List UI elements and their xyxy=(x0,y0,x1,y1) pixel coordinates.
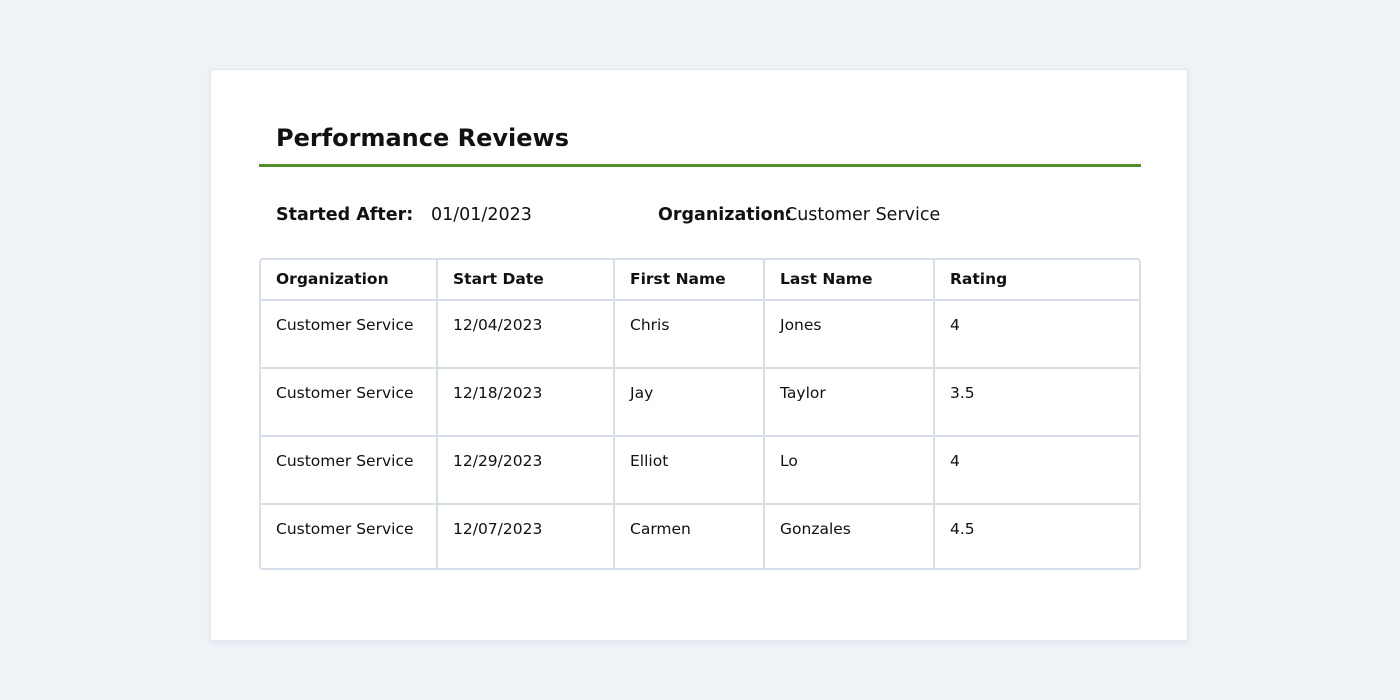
cell-start-date: 12/07/2023 xyxy=(437,504,615,568)
cell-organization: Customer Service xyxy=(261,436,438,505)
table-row: Customer Service 12/29/2023 Elliot Lo 4 xyxy=(261,436,1139,505)
cell-last-name: Jones xyxy=(764,300,935,369)
started-after-label: Started After: xyxy=(276,205,414,225)
table-row: Customer Service 12/18/2023 Jay Taylor 3… xyxy=(261,368,1139,437)
cell-first-name: Chris xyxy=(614,300,765,369)
organization-filter-value: Customer Service xyxy=(785,205,941,225)
organization-filter-label: Organization: xyxy=(658,205,793,225)
column-header-rating: Rating xyxy=(934,260,1139,301)
cell-start-date: 12/29/2023 xyxy=(437,436,615,505)
cell-first-name: Jay xyxy=(614,368,765,437)
table-header-row: Organization Start Date First Name Last … xyxy=(261,260,1139,301)
page-title: Performance Reviews xyxy=(276,124,569,152)
reviews-table-container: Organization Start Date First Name Last … xyxy=(259,258,1141,570)
cell-organization: Customer Service xyxy=(261,300,438,369)
column-header-organization: Organization xyxy=(261,260,438,301)
cell-first-name: Elliot xyxy=(614,436,765,505)
filter-summary: Started After: 01/01/2023 Organization: … xyxy=(211,200,1187,230)
started-after-value: 01/01/2023 xyxy=(431,205,532,225)
report-card: Performance Reviews Started After: 01/01… xyxy=(210,69,1188,641)
cell-start-date: 12/18/2023 xyxy=(437,368,615,437)
cell-rating: 4.5 xyxy=(950,520,975,538)
cell-last-name: Taylor xyxy=(764,368,935,437)
reviews-table: Organization Start Date First Name Last … xyxy=(261,260,1139,568)
cell-last-name: Gonzales xyxy=(764,504,935,568)
cell-rating: 4 xyxy=(934,436,1139,505)
cell-organization: Customer Service xyxy=(261,504,438,568)
table-row: Customer Service 12/04/2023 Chris Jones … xyxy=(261,300,1139,369)
table-row: Customer Service 12/07/2023 Carmen Gonza… xyxy=(261,504,1139,568)
cell-rating: 4 xyxy=(934,300,1139,369)
cell-first-name: Carmen xyxy=(614,504,765,568)
column-header-start-date: Start Date xyxy=(437,260,615,301)
cell-last-name: Lo xyxy=(764,436,935,505)
column-header-last-name: Last Name xyxy=(764,260,935,301)
cell-rating: 3.5 xyxy=(934,368,1139,437)
cell-start-date: 12/04/2023 xyxy=(437,300,615,369)
column-header-first-name: First Name xyxy=(614,260,765,301)
report-header: Performance Reviews xyxy=(259,110,1141,167)
cell-organization: Customer Service xyxy=(261,368,438,437)
